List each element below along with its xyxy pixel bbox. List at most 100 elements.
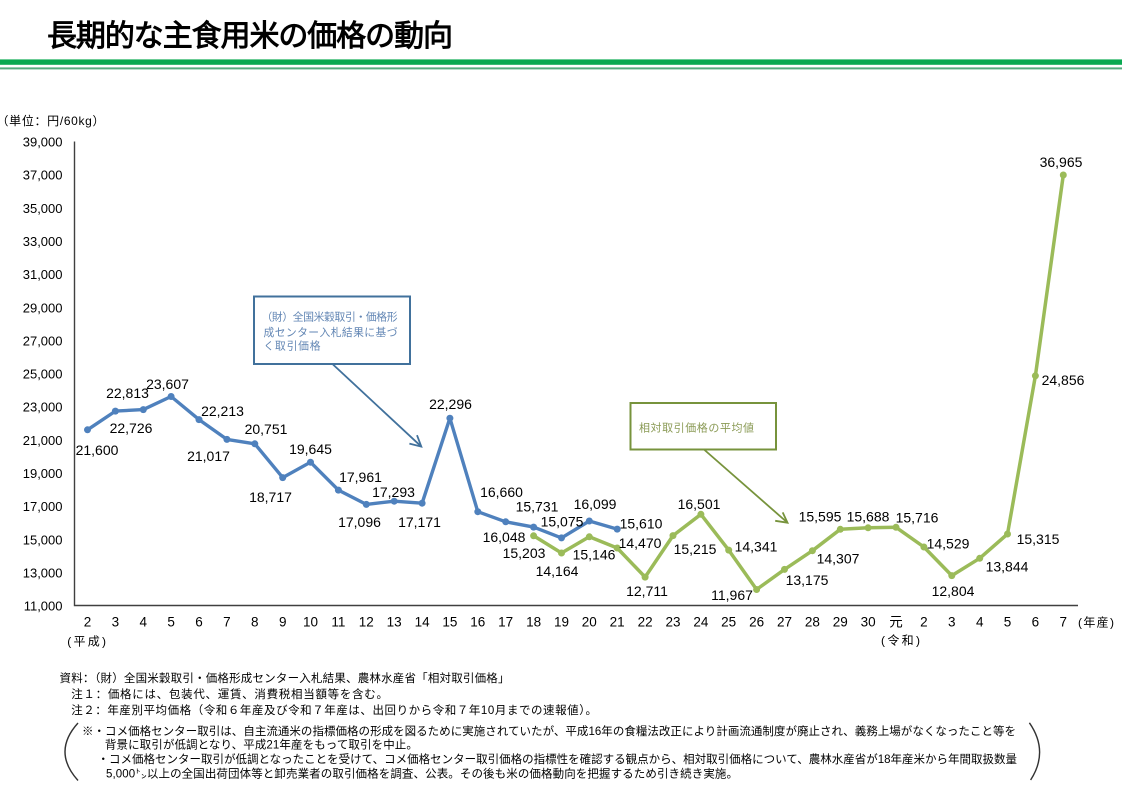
svg-text:15,716: 15,716 (896, 509, 939, 525)
svg-text:22,296: 22,296 (429, 396, 472, 412)
svg-text:13,844: 13,844 (986, 558, 1029, 574)
svg-text:5,000㌧以上の全国出荷団体等と卸売業者の取引価格を調査、: 5,000㌧以上の全国出荷団体等と卸売業者の取引価格を調査、公表。その後も米の価… (106, 767, 738, 781)
svg-text:15,203: 15,203 (503, 545, 546, 561)
svg-text:（単位：円/60kg）: （単位：円/60kg） (0, 113, 105, 128)
svg-text:21,600: 21,600 (76, 442, 119, 458)
svg-text:14,307: 14,307 (817, 550, 860, 566)
svg-text:6: 6 (195, 615, 203, 630)
svg-text:く取引価格: く取引価格 (264, 339, 321, 353)
svg-text:37,000: 37,000 (23, 168, 63, 183)
svg-text:24: 24 (693, 615, 709, 630)
svg-text:5: 5 (1004, 615, 1012, 630)
svg-text:22,813: 22,813 (106, 385, 149, 401)
svg-text:25,000: 25,000 (23, 367, 63, 382)
svg-text:資料：（財）全国米穀取引・価格形成センター入札結果、農林水産: 資料：（財）全国米穀取引・価格形成センター入札結果、農林水産省「相対取引価格」 (60, 671, 510, 685)
svg-text:23,000: 23,000 (23, 400, 63, 415)
svg-text:15: 15 (442, 615, 457, 630)
svg-text:23: 23 (665, 615, 680, 630)
svg-text:31,000: 31,000 (23, 267, 63, 282)
svg-text:27: 27 (777, 615, 792, 630)
svg-text:20,751: 20,751 (245, 421, 288, 437)
svg-text:16,048: 16,048 (483, 529, 526, 545)
svg-text:18,717: 18,717 (249, 489, 292, 505)
svg-text:12,804: 12,804 (932, 583, 975, 599)
svg-text:17,961: 17,961 (339, 469, 382, 485)
svg-text:15,146: 15,146 (573, 546, 616, 562)
svg-text:17,096: 17,096 (338, 514, 381, 530)
svg-text:15,075: 15,075 (541, 513, 584, 529)
svg-text:15,688: 15,688 (847, 508, 890, 524)
svg-text:23,607: 23,607 (146, 376, 189, 392)
svg-text:12: 12 (359, 615, 374, 630)
svg-text:4: 4 (976, 615, 984, 630)
svg-text:12,711: 12,711 (626, 583, 668, 599)
svg-text:13,000: 13,000 (23, 566, 63, 581)
svg-text:8: 8 (251, 615, 259, 630)
svg-text:11: 11 (331, 615, 345, 630)
svg-text:14,529: 14,529 (927, 535, 970, 551)
svg-text:3: 3 (948, 615, 956, 630)
svg-text:4: 4 (140, 615, 148, 630)
svg-text:20: 20 (582, 615, 597, 630)
svg-text:17,293: 17,293 (372, 484, 415, 500)
svg-text:7: 7 (1060, 615, 1068, 630)
svg-text:※・コメ価格センター取引は、自主流通米の指標価格の形成を図る: ※・コメ価格センター取引は、自主流通米の指標価格の形成を図るために実施されていた… (82, 724, 1016, 738)
svg-text:19: 19 (554, 615, 569, 630)
svg-text:17: 17 (498, 615, 513, 630)
svg-text:15,595: 15,595 (799, 508, 842, 524)
svg-text:6: 6 (1032, 615, 1040, 630)
svg-text:16,660: 16,660 (480, 484, 523, 500)
svg-text:21,000: 21,000 (23, 433, 63, 448)
svg-text:3: 3 (112, 615, 120, 630)
svg-text:35,000: 35,000 (23, 201, 63, 216)
svg-text:22: 22 (638, 615, 653, 630)
svg-text:17,000: 17,000 (23, 499, 63, 514)
svg-text:28: 28 (805, 615, 820, 630)
svg-text:30: 30 (861, 615, 876, 630)
svg-text:26: 26 (749, 615, 764, 630)
svg-text:15,731: 15,731 (516, 498, 559, 514)
svg-text:18: 18 (526, 615, 541, 630)
svg-text:7: 7 (223, 615, 231, 630)
svg-text:11,967: 11,967 (711, 587, 753, 603)
svg-text:27,000: 27,000 (23, 333, 63, 348)
svg-text:14,470: 14,470 (619, 535, 662, 551)
svg-text:13: 13 (387, 615, 402, 630)
svg-text:・コメ価格センター取引が低調となったことを受けて、コメ価格セ: ・コメ価格センター取引が低調となったことを受けて、コメ価格センター取引価格の指標… (98, 752, 1018, 766)
svg-text:16: 16 (470, 615, 485, 630)
svg-text:15,315: 15,315 (1017, 531, 1060, 547)
svg-text:16,099: 16,099 (574, 496, 617, 512)
svg-text:25: 25 (721, 615, 736, 630)
svg-text:29,000: 29,000 (23, 300, 63, 315)
svg-text:15,610: 15,610 (620, 515, 663, 531)
svg-text:39,000: 39,000 (23, 135, 63, 150)
svg-text:17,171: 17,171 (398, 514, 441, 530)
svg-text:(年産): (年産) (1078, 615, 1114, 630)
svg-text:22,726: 22,726 (110, 420, 153, 436)
svg-text:注２：年産別平均価格（令和６年産及び令和７年産は、出回りから: 注２：年産別平均価格（令和６年産及び令和７年産は、出回りから令和７年10月までの… (71, 703, 597, 717)
svg-text:22,213: 22,213 (201, 403, 244, 419)
svg-text:注１：価格には、包装代、運賃、消費税相当額等を含む。: 注１：価格には、包装代、運賃、消費税相当額等を含む。 (71, 687, 388, 701)
svg-text:相対取引価格の平均値: 相対取引価格の平均値 (639, 421, 754, 435)
svg-text:元: 元 (889, 615, 903, 630)
svg-text:21,017: 21,017 (187, 448, 230, 464)
svg-text:背景に取引が低調となり、平成21年産をもって取引を中止。: 背景に取引が低調となり、平成21年産をもって取引を中止。 (105, 738, 418, 752)
svg-text:（財）全国米穀取引・価格形: （財）全国米穀取引・価格形 (262, 310, 398, 324)
svg-text:10: 10 (303, 615, 318, 630)
svg-text:長期的な主食用米の価格の動向: 長期的な主食用米の価格の動向 (47, 20, 453, 53)
svg-text:29: 29 (833, 615, 848, 630)
svg-text:21: 21 (610, 615, 625, 630)
svg-text:19,000: 19,000 (23, 466, 63, 481)
svg-text:5: 5 (167, 615, 175, 630)
svg-text:19,645: 19,645 (289, 441, 332, 457)
svg-text:成センター入札結果に基づ: 成センター入札結果に基づ (264, 325, 398, 339)
svg-text:9: 9 (279, 615, 287, 630)
svg-text:24,856: 24,856 (1042, 372, 1085, 388)
svg-text:15,215: 15,215 (674, 541, 717, 557)
svg-text:14,341: 14,341 (735, 538, 778, 554)
svg-text:13,175: 13,175 (786, 572, 829, 588)
svg-text:2: 2 (920, 615, 928, 630)
svg-text:36,965: 36,965 (1040, 154, 1083, 170)
svg-text:33,000: 33,000 (23, 234, 63, 249)
svg-text:11,000: 11,000 (24, 599, 63, 614)
